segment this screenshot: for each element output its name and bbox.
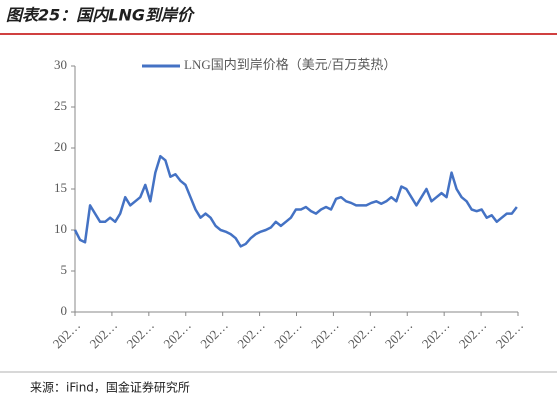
source: 来源：iFind，国金证券研究所: [30, 380, 190, 395]
x-tick-label: 202…: [197, 318, 231, 352]
x-tick-label: 202…: [493, 318, 527, 352]
y-tick-label: 15: [54, 180, 67, 195]
legend-label: LNG国内到岸价格（美元/百万英热）: [184, 57, 396, 72]
chart-title: 图表25：国内LNG到岸价: [6, 6, 196, 25]
x-tick-label: 202…: [123, 318, 157, 352]
y-tick-label: 30: [54, 57, 67, 72]
x-tick-label: 202…: [419, 318, 453, 352]
x-tick-label: 202…: [382, 318, 416, 352]
x-tick-label: 202…: [308, 318, 342, 352]
x-tick-label: 202…: [234, 318, 268, 352]
x-tick-label: 202…: [50, 318, 84, 352]
y-tick-label: 20: [54, 139, 67, 154]
x-tick-label: 202…: [456, 318, 490, 352]
x-tick-label: 202…: [271, 318, 305, 352]
y-tick-label: 25: [54, 98, 67, 113]
y-tick-label: 10: [54, 221, 67, 236]
x-tick-label: 202…: [345, 318, 379, 352]
line: [73, 154, 518, 248]
y-tick-label: 5: [61, 262, 68, 277]
x-tick-label: 202…: [160, 318, 194, 352]
y-tick-label: 0: [61, 303, 68, 318]
x-tick-label: 202…: [87, 318, 121, 352]
